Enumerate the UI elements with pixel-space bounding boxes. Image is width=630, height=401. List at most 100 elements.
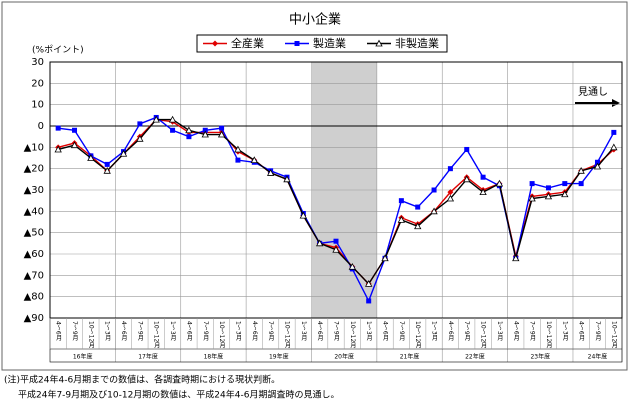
data-point <box>152 115 160 123</box>
data-point <box>430 207 438 215</box>
data-point <box>234 145 242 153</box>
data-point <box>561 190 569 198</box>
annotation: 見通し <box>578 86 608 98</box>
data-point <box>217 130 226 138</box>
y-tick-label: ▲30 <box>24 185 44 196</box>
annotation-arrow-head <box>612 99 620 107</box>
x-tick-label: 7～9月 <box>267 321 274 342</box>
data-point <box>577 166 585 174</box>
data-point <box>333 238 339 244</box>
data-point <box>398 198 404 204</box>
data-point <box>103 166 111 174</box>
x-tick-label: 7～9月 <box>529 321 536 342</box>
data-point <box>463 175 471 183</box>
x-tick-label: 4～6月 <box>512 321 519 342</box>
data-point <box>315 239 324 247</box>
data-point <box>414 222 422 230</box>
x-tick-label: 7～9月 <box>463 321 470 342</box>
chart-frame <box>1 1 628 371</box>
data-point <box>366 298 372 304</box>
data-point <box>348 262 357 270</box>
x-tick-label: 7～9月 <box>136 321 143 342</box>
x-tick-label: 4～6月 <box>185 321 192 342</box>
year-label: 18年度 <box>204 353 224 361</box>
legend <box>196 34 448 53</box>
x-tick-label: 7～9月 <box>594 321 601 342</box>
data-point <box>544 192 553 200</box>
data-point <box>186 134 192 140</box>
year-label: 16年度 <box>73 353 93 361</box>
data-point <box>365 280 373 287</box>
data-point <box>266 169 275 176</box>
x-tick-label: 1～3月 <box>234 321 241 342</box>
y-tick-label: 20 <box>31 78 44 89</box>
data-point <box>55 125 61 131</box>
note: 平成24年7-9月期及び10-12月期の数値は、平成24年4-6月期調査時の見通… <box>18 389 339 401</box>
x-tick-label: 4～6月 <box>55 321 62 342</box>
x-tick-label: 10～12月 <box>610 321 617 350</box>
x-tick-label: 1～3月 <box>431 321 438 342</box>
x-tick-label: 1～3月 <box>104 321 111 342</box>
x-tick-label: 4～6月 <box>120 321 127 342</box>
x-tick-label: 10～12月 <box>480 321 487 350</box>
year-label: 19年度 <box>269 353 289 361</box>
y-tick-label: ▲80 <box>24 292 44 303</box>
x-tick-label: 10～12月 <box>87 321 94 350</box>
data-point <box>528 194 536 202</box>
year-label: 20年度 <box>334 353 354 361</box>
data-point <box>562 181 568 187</box>
data-point <box>480 174 486 180</box>
data-point <box>397 216 406 223</box>
data-point <box>219 125 225 131</box>
data-point <box>201 130 209 138</box>
data-point <box>464 146 470 152</box>
x-tick-label: 4～6月 <box>578 321 585 342</box>
y-tick-label: ▲90 <box>24 313 44 324</box>
data-point <box>529 181 535 187</box>
y-tick-label: ▲70 <box>24 270 44 281</box>
legend-marker <box>212 40 218 47</box>
note: (注)平成24年4-6月期までの数値は、各調査時期における現状判断。 <box>4 374 280 386</box>
year-label: 23年度 <box>530 353 550 361</box>
x-tick-label: 10～12月 <box>414 321 421 350</box>
data-point <box>593 162 602 170</box>
x-tick-label: 7～9月 <box>398 321 405 342</box>
y-tick-label: 30 <box>31 57 44 68</box>
x-tick-label: 10～12月 <box>153 321 160 350</box>
data-point <box>495 179 504 187</box>
year-label: 22年度 <box>465 353 485 361</box>
data-point <box>168 115 177 123</box>
data-point <box>170 127 176 133</box>
data-point <box>70 141 79 149</box>
data-point <box>545 185 551 191</box>
legend-label: 製造業 <box>313 36 346 50</box>
data-point <box>119 149 128 157</box>
x-tick-label: 7～9月 <box>333 321 340 342</box>
data-point <box>479 188 487 196</box>
x-tick-label: 10～12月 <box>283 321 290 350</box>
y-tick-label: ▲50 <box>24 228 44 239</box>
x-tick-label: 7～9月 <box>71 321 78 342</box>
x-tick-label: 1～3月 <box>561 321 568 342</box>
chart-title: 中小企業 <box>289 12 341 28</box>
y-tick-label: ▲10 <box>24 142 44 153</box>
data-point <box>54 145 62 153</box>
data-point <box>235 157 241 163</box>
data-point <box>136 134 144 142</box>
x-tick-label: 10～12月 <box>349 321 356 350</box>
x-tick-label: 7～9月 <box>202 321 209 342</box>
x-tick-label: 4～6月 <box>316 321 323 342</box>
x-tick-label: 1～3月 <box>300 321 307 342</box>
x-tick-label: 1～3月 <box>365 321 372 342</box>
data-point <box>611 129 617 135</box>
legend-label: 非製造業 <box>395 36 439 50</box>
data-point <box>447 189 454 196</box>
y-tick-label: ▲20 <box>24 164 44 175</box>
data-point <box>512 254 520 262</box>
year-label: 24年度 <box>588 353 608 361</box>
data-point <box>446 194 455 202</box>
data-point <box>283 175 291 183</box>
data-point <box>447 166 453 172</box>
x-tick-label: 10～12月 <box>218 321 225 350</box>
year-label: 17年度 <box>138 353 158 361</box>
